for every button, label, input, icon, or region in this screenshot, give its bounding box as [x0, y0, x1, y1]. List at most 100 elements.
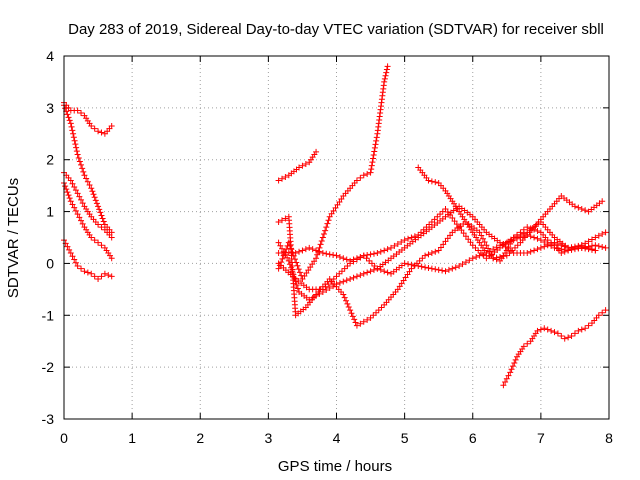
data-point: [585, 322, 592, 329]
data-point: [440, 241, 447, 248]
data-point: [602, 229, 609, 236]
data-point: [108, 123, 115, 130]
data-point: [360, 270, 367, 277]
data-point: [370, 155, 377, 162]
data-point: [282, 215, 289, 222]
data-point: [444, 235, 451, 242]
data-point: [453, 221, 460, 228]
data-point: [599, 198, 606, 205]
data-point: [481, 239, 488, 246]
data-point: [511, 244, 518, 251]
data-point: [452, 264, 459, 271]
data-point: [417, 229, 424, 236]
data-point: [384, 246, 391, 253]
data-point: [373, 137, 380, 144]
y-tick-label: 2: [46, 152, 54, 168]
data-point: [578, 242, 585, 249]
data-point: [490, 246, 497, 253]
data-point: [411, 262, 418, 269]
data-point: [328, 278, 335, 285]
data-point: [313, 247, 320, 254]
data-point: [341, 294, 348, 301]
series-track-1: [61, 99, 115, 137]
data-point: [76, 193, 83, 200]
data-point: [322, 283, 329, 290]
data-point: [343, 277, 350, 284]
data-point: [473, 253, 480, 260]
data-point: [74, 107, 81, 114]
data-point: [599, 244, 606, 251]
data-point: [360, 172, 367, 179]
data-point: [512, 356, 519, 363]
data-point: [279, 175, 285, 182]
data-point: [374, 265, 381, 272]
data-point: [348, 310, 355, 317]
data-point: [447, 212, 454, 219]
data-point: [340, 278, 347, 285]
data-point: [408, 234, 415, 241]
data-point: [507, 369, 514, 376]
data-point: [500, 382, 507, 389]
data-point: [95, 221, 102, 228]
grid-lines: [64, 56, 609, 419]
data-point: [66, 117, 73, 124]
data-point: [336, 279, 343, 286]
data-point: [388, 244, 394, 251]
data-point: [582, 243, 589, 250]
data-point: [575, 243, 582, 250]
data-point: [364, 170, 371, 177]
data-point: [108, 234, 115, 241]
data-point: [503, 239, 510, 246]
data-point: [279, 217, 285, 224]
y-tick-label: 3: [46, 100, 54, 116]
data-point: [503, 247, 510, 254]
data-point: [595, 312, 602, 319]
data-point: [391, 242, 398, 249]
data-point: [100, 218, 107, 225]
data-point: [91, 194, 98, 201]
data-point: [449, 215, 456, 222]
data-point: [319, 234, 326, 241]
data-point: [319, 286, 326, 293]
data-point: [599, 231, 606, 238]
data-point: [364, 269, 371, 276]
data-point: [333, 273, 340, 280]
data-point: [435, 247, 442, 254]
data-point: [425, 264, 432, 271]
data-point: [431, 216, 438, 223]
data-point: [422, 252, 429, 259]
data-point: [78, 161, 85, 168]
data-point: [92, 197, 99, 204]
data-point: [333, 252, 340, 259]
series-track-5: [61, 237, 115, 282]
data-point: [367, 251, 374, 258]
data-point: [296, 269, 303, 276]
data-point: [90, 191, 97, 198]
data-point: [296, 248, 303, 255]
data-point: [479, 251, 486, 258]
data-point: [67, 120, 74, 127]
data-point: [368, 162, 375, 169]
data-point: [99, 215, 106, 222]
data-point: [370, 152, 377, 158]
data-point: [366, 257, 373, 264]
data-point: [336, 253, 343, 260]
data-point: [476, 252, 483, 259]
data-point: [571, 244, 578, 251]
data-point: [81, 268, 88, 275]
data-point: [344, 300, 351, 307]
data-point: [510, 234, 517, 241]
data-point: [108, 255, 115, 262]
data-point: [490, 255, 497, 262]
data-point: [108, 273, 115, 280]
data-point: [571, 330, 578, 337]
data-point: [435, 266, 442, 273]
data-point: [97, 209, 104, 216]
x-tick-label: 3: [264, 430, 272, 446]
data-point: [425, 251, 432, 258]
data-point: [479, 235, 486, 242]
data-point: [575, 327, 582, 334]
data-point: [527, 248, 534, 255]
data-point: [68, 123, 75, 130]
data-point: [534, 228, 541, 235]
